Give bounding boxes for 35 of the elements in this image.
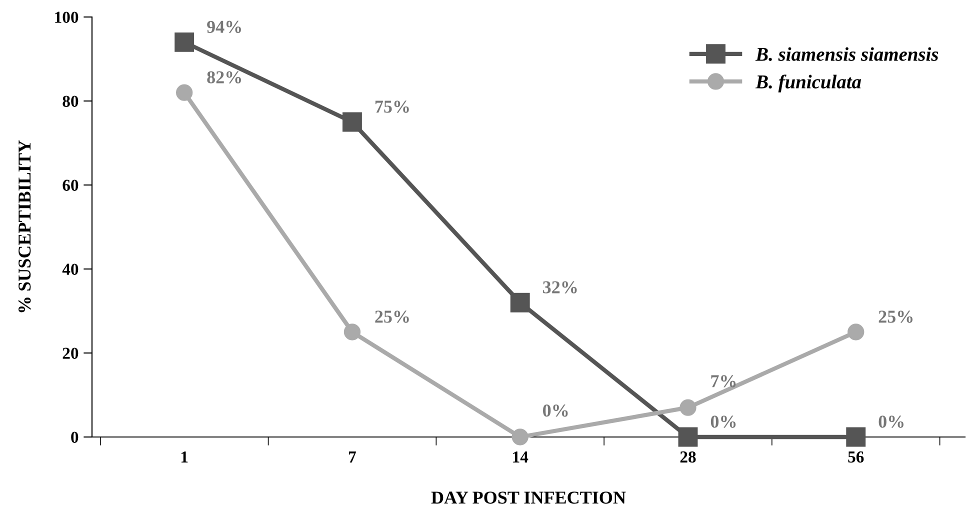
y-tick-label: 60: [62, 180, 78, 191]
data-label: 75%: [375, 100, 409, 113]
y-tick-label: 20: [62, 348, 78, 359]
point: [174, 32, 194, 52]
data-label: 25%: [375, 310, 409, 323]
x-axis-title: DAY POST INFECTION: [431, 492, 626, 504]
legend-label: B. funiculata: [755, 74, 862, 92]
point: [344, 324, 361, 340]
point: [176, 84, 193, 101]
data-label: 0%: [710, 416, 736, 428]
y-tick-label: 100: [55, 12, 78, 23]
y-tick-label: 40: [62, 264, 78, 275]
point: [846, 427, 866, 447]
data-label: 32%: [543, 281, 577, 294]
x-tick-label: 28: [680, 451, 696, 463]
y-tick-label: 0: [71, 432, 78, 443]
point: [510, 292, 530, 312]
point: [678, 427, 698, 447]
point: [680, 399, 696, 416]
x-tick-label: 56: [848, 451, 864, 463]
x-tick-label: 14: [513, 451, 528, 462]
y-axis-title: % SUSCEPTIBILITY: [18, 140, 31, 312]
data-label: 0%: [543, 404, 568, 417]
legend-label: B. siamensis siamensis: [755, 47, 938, 61]
point: [512, 428, 528, 446]
data-label: 25%: [878, 310, 913, 323]
data-label: 94%: [207, 20, 241, 34]
x-tick-label: 7: [349, 452, 356, 462]
data-label: 7%: [711, 375, 736, 388]
data-label: 0%: [878, 416, 904, 428]
x-tick-label: 1: [182, 451, 188, 462]
data-label: 82%: [207, 71, 241, 84]
point: [848, 324, 864, 340]
point: [342, 112, 362, 132]
y-tick-label: 80: [62, 96, 78, 107]
